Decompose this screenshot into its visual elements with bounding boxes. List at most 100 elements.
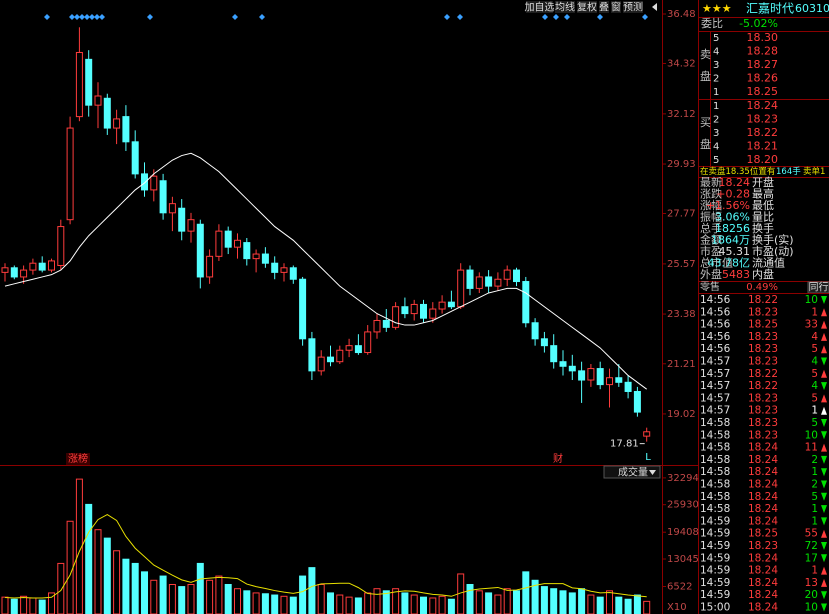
stat-tag: 换手 — [752, 221, 774, 235]
volume-bar — [633, 594, 641, 614]
tick-volume: 17 — [805, 552, 818, 564]
toolbar-button[interactable] — [526, 1, 553, 13]
stat-label: 涨跌 — [700, 187, 722, 201]
bid-price: 18.24 — [747, 99, 779, 112]
tick-time: 14:56 — [700, 343, 731, 355]
tick-time: 14:59 — [700, 577, 730, 589]
volume-bar — [578, 588, 586, 614]
volume-bar — [522, 571, 530, 614]
tick-time: 14:57 — [700, 405, 730, 417]
toolbar-button[interactable] — [611, 1, 621, 13]
toolbar-button[interactable] — [623, 1, 643, 13]
candle-body — [20, 269, 28, 278]
tick-volume: 33 — [805, 319, 818, 331]
tick-volume: 1 — [811, 306, 818, 318]
toolbar-button[interactable] — [599, 1, 609, 13]
tick-direction — [821, 419, 827, 427]
tick-direction — [821, 394, 827, 403]
ask-level: 1 — [713, 87, 719, 98]
candle-body — [196, 223, 204, 278]
candle-body — [336, 349, 344, 363]
volume-bar — [10, 598, 18, 614]
tick-volume: 4 — [811, 380, 818, 392]
candle-body — [410, 303, 418, 315]
volume-average — [4, 513, 647, 599]
tick-price: 18.24 — [748, 577, 778, 589]
stat-tag: 最低 — [752, 199, 774, 212]
y-tick-label: 19.02 — [667, 409, 696, 420]
tick-price: 18.23 — [748, 331, 778, 343]
candle-body — [29, 262, 37, 271]
volume-bar — [178, 586, 186, 614]
tick-price: 18.23 — [748, 343, 778, 355]
tick-volume: 11 — [805, 442, 818, 454]
tick-time: 14:56 — [700, 319, 731, 331]
order-notice-tail: 卖单1 — [803, 166, 825, 177]
tick-price: 18.25 — [748, 528, 778, 540]
tick-volume: 1 — [811, 515, 818, 527]
tick-price: 18.22 — [748, 294, 778, 306]
candle-body — [308, 338, 316, 372]
volume-bar — [224, 583, 232, 614]
volume-bar — [540, 586, 548, 614]
toolbar-button[interactable] — [577, 1, 597, 13]
candle-body — [10, 267, 18, 278]
bid-level: 5 — [713, 155, 719, 166]
volume-bar — [215, 575, 223, 614]
signal-marker — [89, 14, 95, 20]
tick-time: 14:58 — [700, 417, 730, 429]
tick-volume: 13 — [805, 577, 818, 589]
candle-body — [289, 267, 297, 280]
candle-body — [457, 269, 465, 308]
tick-direction — [821, 554, 827, 563]
candle-body — [317, 356, 325, 372]
candle-body — [299, 278, 307, 340]
bid-level: 3 — [713, 128, 719, 139]
tick-volume: 5 — [811, 491, 818, 503]
candle-body — [122, 116, 130, 143]
tick-time: 14:59 — [700, 528, 730, 540]
toolbar-button[interactable] — [555, 1, 575, 13]
toolbar-arrow[interactable] — [652, 3, 657, 11]
tick-price: 18.22 — [748, 380, 778, 392]
signal-marker — [79, 14, 85, 20]
volume-selector[interactable] — [603, 465, 661, 479]
tick-direction — [821, 455, 827, 464]
signal-marker — [564, 14, 570, 20]
order-notice-qty: 164手 — [776, 166, 801, 177]
tick-time: 14:59 — [700, 552, 730, 564]
volume-bar — [475, 590, 483, 614]
candle-body — [206, 255, 214, 278]
candle-body — [234, 239, 241, 248]
stat-tag: 开盘 — [752, 175, 774, 189]
stat-label: 涨幅 — [700, 199, 722, 212]
rating-stars: ★★★ — [702, 2, 732, 15]
tick-price: 18.23 — [748, 356, 778, 368]
tick-price: 18.24 — [748, 442, 778, 454]
volume-bar — [373, 588, 381, 614]
moving-average — [4, 152, 647, 390]
tick-volume: 20 — [805, 589, 818, 601]
candle-body — [503, 269, 511, 280]
volume-bar — [243, 590, 251, 614]
signal-marker — [147, 14, 153, 20]
volume-bar — [48, 592, 55, 614]
volume-bar — [280, 595, 288, 614]
candle-body — [531, 322, 539, 340]
signal-marker — [597, 14, 603, 20]
tick-direction — [821, 382, 827, 391]
volume-bar — [568, 592, 576, 614]
volume-bar — [550, 588, 558, 614]
candle-body — [94, 95, 102, 106]
signal-marker — [642, 14, 648, 20]
dropdown-arrow — [649, 470, 656, 475]
tick-direction — [821, 345, 827, 354]
tick-price: 18.24 — [748, 589, 778, 601]
volume-bar — [317, 583, 325, 614]
volume-bar — [494, 594, 502, 614]
toolbar-label: 叠 — [599, 2, 609, 14]
y-tick-label: 21.21 — [667, 359, 696, 370]
tick-direction — [821, 369, 827, 378]
volume-tick-label: 19408 — [667, 527, 699, 538]
y-tick-label: 32.12 — [667, 109, 696, 120]
